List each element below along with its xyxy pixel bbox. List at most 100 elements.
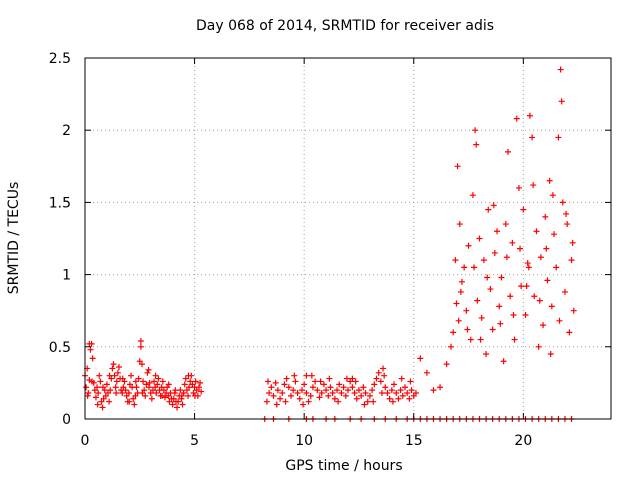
data-point bbox=[137, 343, 144, 350]
data-point bbox=[352, 378, 359, 385]
data-point bbox=[279, 390, 286, 397]
data-point bbox=[142, 392, 149, 399]
data-point bbox=[511, 336, 518, 343]
data-point bbox=[192, 392, 199, 399]
data-point bbox=[469, 192, 476, 199]
data-point bbox=[362, 390, 369, 397]
x-tick-label: 10 bbox=[295, 433, 313, 449]
data-point bbox=[386, 395, 393, 402]
data-point bbox=[325, 392, 332, 399]
y-tick-label: 2 bbox=[62, 123, 71, 139]
data-point bbox=[159, 378, 166, 385]
data-point bbox=[106, 398, 113, 405]
data-point bbox=[500, 358, 507, 365]
data-point bbox=[135, 375, 142, 382]
data-point bbox=[360, 384, 367, 391]
data-point bbox=[331, 395, 338, 402]
data-point bbox=[122, 387, 129, 394]
data-point bbox=[119, 390, 126, 397]
data-point bbox=[309, 384, 316, 391]
data-point bbox=[274, 387, 281, 394]
data-point bbox=[533, 228, 540, 235]
data-point bbox=[404, 390, 411, 397]
data-point bbox=[329, 390, 336, 397]
data-point bbox=[395, 395, 402, 402]
data-point bbox=[285, 384, 292, 391]
data-point bbox=[288, 392, 295, 399]
data-point bbox=[423, 369, 430, 376]
data-point bbox=[145, 366, 152, 373]
data-point bbox=[273, 401, 280, 408]
data-point bbox=[497, 320, 504, 327]
x-tick-label: 20 bbox=[514, 433, 532, 449]
data-point bbox=[175, 398, 182, 405]
data-point bbox=[553, 264, 560, 271]
data-point bbox=[570, 307, 577, 314]
data-point bbox=[472, 127, 479, 134]
data-point bbox=[126, 398, 133, 405]
data-point bbox=[296, 395, 303, 402]
data-point bbox=[480, 257, 487, 264]
data-point bbox=[563, 210, 570, 217]
data-point bbox=[517, 245, 524, 252]
data-point bbox=[307, 392, 314, 399]
data-point bbox=[546, 177, 553, 184]
data-point bbox=[518, 283, 525, 290]
data-point bbox=[92, 394, 99, 401]
data-point bbox=[318, 390, 325, 397]
data-point bbox=[282, 398, 289, 405]
data-point bbox=[408, 387, 415, 394]
data-point bbox=[526, 112, 533, 119]
data-point bbox=[174, 404, 181, 411]
data-point bbox=[453, 300, 460, 307]
data-point bbox=[476, 235, 483, 242]
data-point bbox=[113, 390, 120, 397]
data-point bbox=[131, 401, 138, 408]
data-point bbox=[465, 242, 472, 249]
data-point bbox=[485, 206, 492, 213]
data-point bbox=[342, 392, 349, 399]
data-point bbox=[85, 390, 92, 397]
data-point bbox=[507, 293, 514, 300]
data-point bbox=[382, 384, 389, 391]
data-point bbox=[148, 395, 155, 402]
data-point bbox=[542, 213, 549, 220]
data-point bbox=[99, 404, 106, 411]
data-point bbox=[323, 387, 330, 394]
data-point bbox=[531, 293, 538, 300]
data-point bbox=[377, 378, 384, 385]
data-point bbox=[490, 202, 497, 209]
data-point bbox=[291, 372, 298, 379]
data-point bbox=[125, 390, 132, 397]
data-point bbox=[522, 312, 529, 319]
data-point bbox=[119, 375, 126, 382]
y-tick-label: 1.5 bbox=[49, 195, 71, 211]
data-point bbox=[487, 286, 494, 293]
data-point bbox=[338, 390, 345, 397]
data-point bbox=[454, 163, 461, 170]
data-point bbox=[283, 375, 290, 382]
data-point bbox=[556, 317, 563, 324]
y-tick-label: 0 bbox=[62, 412, 71, 428]
data-point bbox=[555, 134, 562, 141]
data-point bbox=[97, 378, 104, 385]
data-point bbox=[272, 379, 279, 386]
x-axis-label: GPS time / hours bbox=[285, 458, 402, 474]
data-point bbox=[513, 115, 520, 122]
data-point bbox=[458, 278, 465, 285]
data-point bbox=[185, 392, 192, 399]
data-point bbox=[358, 392, 365, 399]
data-point bbox=[303, 390, 310, 397]
data-point bbox=[417, 355, 424, 362]
data-point bbox=[300, 401, 307, 408]
data-point bbox=[544, 277, 551, 284]
data-point bbox=[548, 303, 555, 310]
data-point bbox=[83, 384, 90, 391]
data-point bbox=[461, 264, 468, 271]
data-point bbox=[165, 381, 172, 388]
data-point bbox=[407, 378, 414, 385]
data-point bbox=[114, 369, 121, 376]
data-point bbox=[263, 398, 270, 405]
data-point bbox=[146, 379, 153, 386]
data-point bbox=[138, 361, 145, 368]
